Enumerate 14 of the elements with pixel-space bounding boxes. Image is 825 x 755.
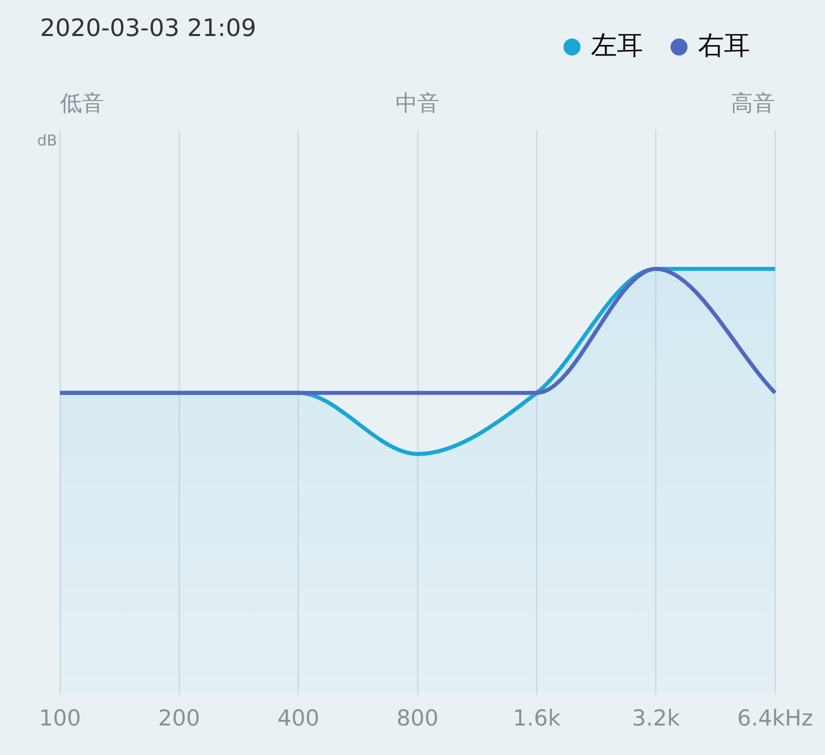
text: 低音: [60, 92, 104, 117]
x-tick-label: 1.6k: [512, 706, 561, 732]
chart-title: 2020-03-03 21:09: [40, 14, 256, 42]
x-tick-label: 400: [277, 706, 320, 732]
legend-label: 左耳: [591, 30, 643, 61]
legend-label: 右耳: [698, 30, 750, 61]
text: dB: [37, 131, 57, 150]
text: 高音: [731, 92, 776, 117]
text: 中音: [396, 92, 440, 117]
x-tick-label: 800: [396, 706, 439, 732]
x-tick-label: 200: [158, 706, 200, 732]
x-tick-label: 6.4kHz: [737, 706, 814, 732]
x-tick-label: 3.2k: [632, 706, 680, 732]
x-tick-label: 100: [39, 706, 81, 732]
